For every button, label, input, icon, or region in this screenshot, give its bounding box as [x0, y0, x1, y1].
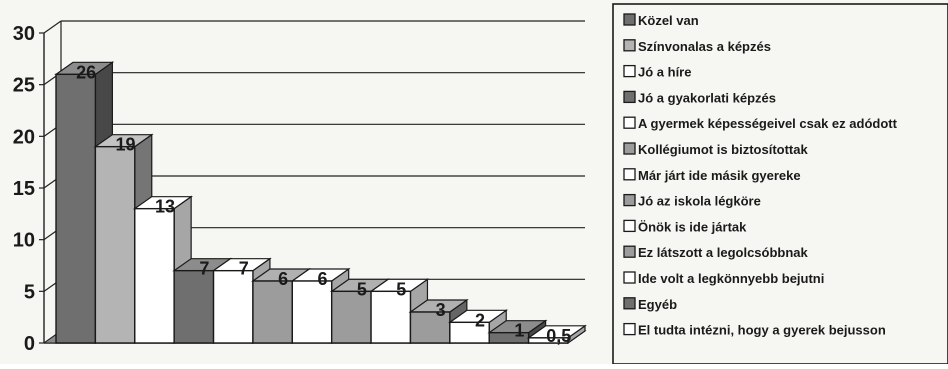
- y-tick-label: 30: [13, 23, 35, 45]
- bar: [94, 145, 136, 344]
- legend-box: [612, 3, 948, 365]
- legend-label: A gyermek képességeivel csak ez adódott: [638, 116, 898, 131]
- legend-swatch: [623, 142, 636, 155]
- data-label: 26: [76, 62, 96, 82]
- legend-label: Jó a gyakorlati képzés: [638, 90, 776, 105]
- legend-label: Jó az iskola légköre: [638, 194, 761, 209]
- label-layer: 26 19 13 7 7 6 6 5 5 3 2 1 0,5: [76, 62, 571, 346]
- legend-label: Színvonalas a képzés: [638, 39, 771, 54]
- bar: [291, 280, 333, 344]
- legend-label: Közel van: [638, 13, 699, 28]
- data-label: 1: [514, 321, 524, 341]
- data-label: 7: [239, 259, 249, 279]
- legend-label: Jó a híre: [638, 65, 691, 80]
- legend-swatch: [623, 219, 636, 233]
- y-tick-label: 0: [24, 333, 35, 355]
- legend-swatch: [623, 39, 636, 52]
- bar: [409, 311, 451, 344]
- gridline-diagonal: [43, 20, 62, 34]
- legend-swatch: [623, 271, 636, 284]
- bar: [370, 290, 412, 344]
- data-label: 3: [436, 300, 446, 320]
- data-label: 2: [475, 310, 485, 330]
- data-label: 5: [396, 279, 406, 299]
- data-label: 6: [317, 269, 327, 289]
- bar: [252, 280, 294, 344]
- y-tick-label: 20: [13, 126, 35, 148]
- legend-swatch: [623, 245, 636, 258]
- data-label: 7: [199, 259, 209, 279]
- legend-swatch: [623, 90, 636, 104]
- legend-label: Önök is ide jártak: [638, 219, 747, 234]
- data-label: 6: [278, 269, 288, 289]
- bar: [55, 73, 97, 344]
- legend-swatch: [623, 168, 636, 181]
- legend: Közel van Színvonalas a képzés Jó a híre Jó…: [612, 3, 948, 365]
- legend-swatch: [623, 322, 636, 336]
- legend-label: Kollégiumot is biztosítottak: [638, 142, 808, 157]
- bar: [134, 207, 175, 344]
- legend-label: Ez látszott a legolcsóbbnak: [638, 245, 809, 260]
- data-label: 0,5: [546, 326, 571, 346]
- y-tick-label: 5: [24, 281, 35, 303]
- legend-label: El tudta intézni, hogy a gyerek bejusson: [638, 323, 886, 338]
- bar: [212, 269, 254, 344]
- legend-swatch: [623, 297, 636, 310]
- bar: [173, 269, 215, 344]
- bar: [330, 290, 372, 344]
- legend-label: Egyéb: [638, 297, 677, 312]
- y-tick-label: 15: [13, 178, 35, 200]
- legend-swatch: [623, 116, 636, 129]
- data-label: 13: [155, 197, 175, 217]
- y-tick-label: 10: [13, 230, 35, 252]
- data-label: 19: [116, 135, 136, 155]
- y-tick-label: 25: [13, 75, 35, 97]
- legend-label: Ide volt a legkönnyebb bejutni: [638, 271, 824, 286]
- legend-label: Már járt ide másik gyereke: [638, 168, 801, 183]
- legend-swatch: [623, 193, 636, 207]
- bar-layer: [54, 61, 587, 345]
- legend-swatch: [623, 64, 636, 78]
- bar: [527, 337, 569, 344]
- data-label: 5: [357, 279, 367, 299]
- legend-swatch: [623, 13, 636, 26]
